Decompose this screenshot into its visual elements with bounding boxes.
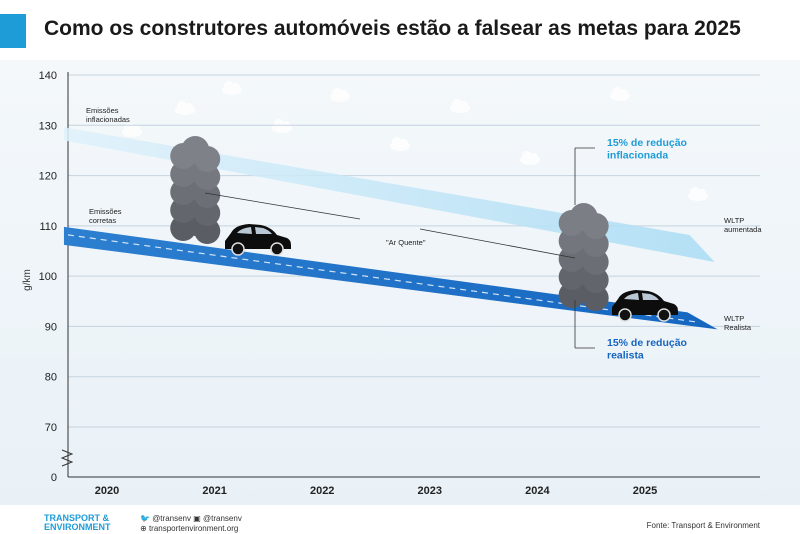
series-band-wltp-realista (63, 226, 718, 330)
title-bar: Como os construtores automóveis estão a … (0, 14, 800, 48)
facebook-handle[interactable]: @transenv (203, 514, 242, 523)
y-tick-label: 90 (45, 321, 57, 333)
smoke-cloud-2024 (558, 203, 609, 311)
website-link[interactable]: transportenvironment.org (148, 524, 239, 533)
y-tick-label: 100 (39, 271, 57, 283)
x-tick-label: 2025 (633, 485, 657, 497)
label-end-inflated: WLTP aumentada (724, 216, 762, 234)
x-tick-label: 2023 (418, 485, 442, 497)
cloud-icon (450, 99, 470, 113)
y-tick-label: 130 (39, 120, 57, 132)
x-tick-label: 2021 (202, 485, 226, 497)
logo-line-1: TRANSPORT & (44, 513, 109, 523)
x-tick-label: 2024 (525, 485, 550, 497)
source-note: Fonte: Transport & Environment (646, 521, 760, 530)
smoke-cloud-2021 (170, 136, 221, 244)
label-hot-air: "Ar Quente" (386, 238, 426, 247)
cloud-icon (175, 101, 195, 115)
y-tick-label: 0 (51, 472, 57, 484)
chart-title: Como os construtores automóveis estão a … (44, 17, 741, 40)
y-tick-label: 70 (45, 422, 57, 434)
social-links: 🐦 @transenv ▣ @transenv ⊕ transportenvir… (140, 514, 242, 534)
twitter-handle[interactable]: @transenv (152, 514, 191, 523)
series-band-wltp-aumentada (63, 127, 715, 262)
cloud-icon (390, 137, 410, 151)
x-tick-label: 2022 (310, 485, 334, 497)
cloud-icon (222, 81, 242, 95)
label-inflated-start: Emissões inflacionadas (86, 106, 130, 124)
car-icon-2025 (612, 290, 678, 322)
label-inflated-reduction: 15% de redução inflacionada (607, 137, 687, 162)
hot-air-pointer-left (204, 192, 361, 220)
axis-break-mark (60, 449, 74, 467)
x-tick-label: 2020 (95, 485, 119, 497)
title-accent-bar (0, 14, 26, 48)
y-axis-label: g/km (22, 269, 33, 291)
y-tick-label: 80 (45, 372, 57, 384)
y-tick-label: 110 (39, 221, 57, 233)
hot-air-pointer-right (419, 228, 576, 259)
cloud-icon (520, 151, 540, 165)
y-tick-label: 120 (39, 171, 57, 183)
car-icon-2021 (225, 224, 291, 256)
label-end-real: WLTP Realista (724, 314, 752, 332)
brand-logo: TRANSPORT & ENVIRONMENT (44, 514, 111, 532)
twitter-icon: 🐦 (140, 514, 153, 523)
cloud-icon (330, 88, 350, 102)
label-real-reduction: 15% de redução realista (607, 337, 687, 362)
y-tick-label: 140 (39, 70, 57, 82)
label-real-start: Emissões corretas (89, 207, 122, 225)
facebook-icon: ▣ (193, 514, 204, 523)
globe-icon: ⊕ (140, 524, 149, 533)
cloud-icon (610, 87, 630, 101)
cloud-icon (688, 187, 708, 201)
logo-line-2: ENVIRONMENT (44, 522, 111, 532)
